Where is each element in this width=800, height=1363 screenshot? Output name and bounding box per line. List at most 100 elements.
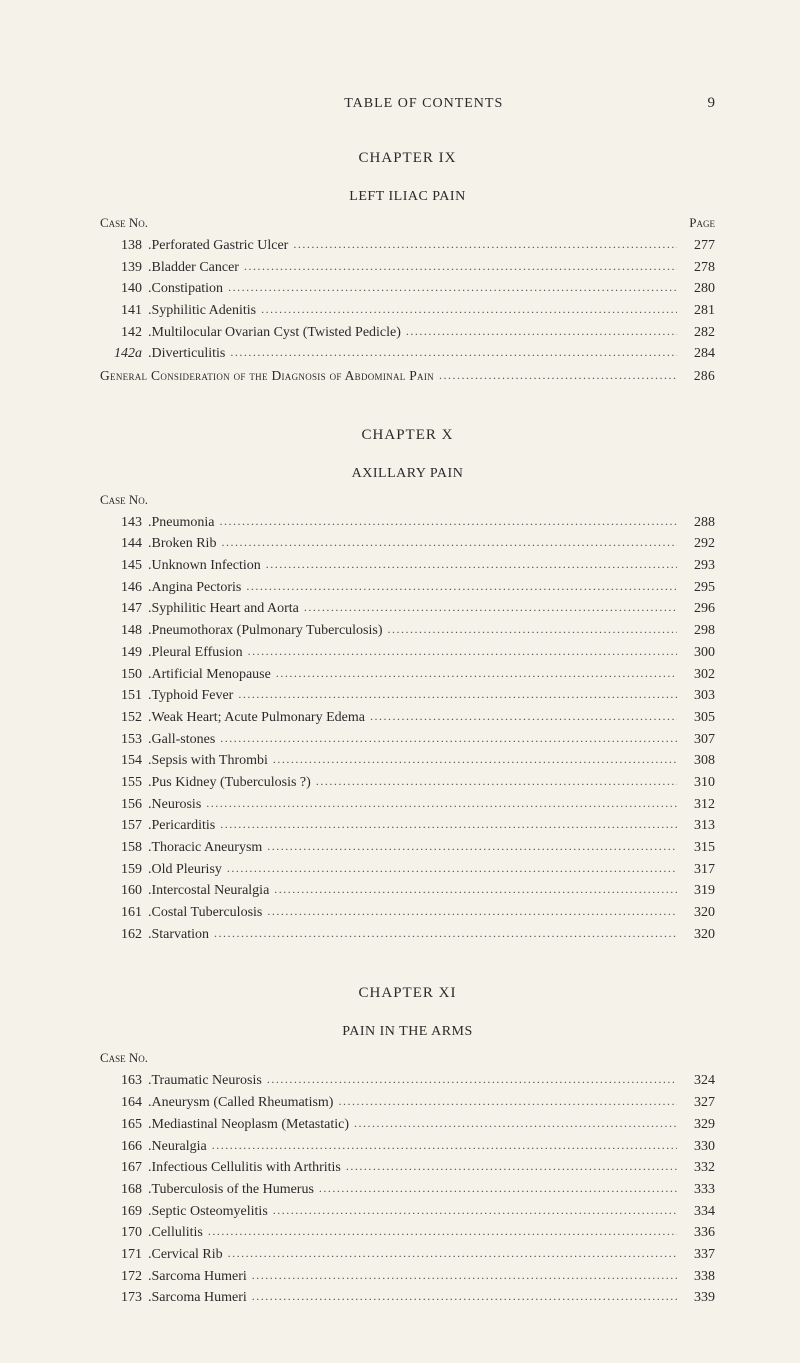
toc-entry: 173. Sarcoma Humeri.....................… — [100, 1287, 715, 1309]
leader-dots: ........................................… — [235, 685, 677, 704]
leader-dots: ........................................… — [273, 664, 677, 683]
entry-number: 156 — [100, 794, 148, 816]
entry-number: 155 — [100, 772, 148, 794]
leader-dots: ........................................… — [290, 235, 677, 254]
entry-page: 338 — [677, 1266, 715, 1288]
toc-entry: 146. Angina Pectoris....................… — [100, 577, 715, 599]
entry-title: Angina Pectoris — [152, 577, 244, 599]
leader-dots: ........................................… — [270, 1201, 677, 1220]
toc-entry: 152. Weak Heart; Acute Pulmonary Edema..… — [100, 707, 715, 729]
entry-page: 281 — [677, 300, 715, 322]
toc-entry: 165. Mediastinal Neoplasm (Metastatic)..… — [100, 1114, 715, 1136]
entry-title: Sepsis with Thrombi — [152, 750, 270, 772]
toc-entry: 145. Unknown Infection..................… — [100, 555, 715, 577]
entry-title: Intercostal Neuralgia — [152, 880, 272, 902]
toc-entry: 155. Pus Kidney (Tuberculosis ?)........… — [100, 772, 715, 794]
leader-dots: ........................................… — [436, 366, 677, 385]
entry-number: 138 — [100, 235, 148, 257]
toc-entry: 139. Bladder Cancer.....................… — [100, 257, 715, 279]
entry-number: 147 — [100, 598, 148, 620]
leader-dots: ........................................… — [203, 794, 677, 813]
leader-dots: ........................................… — [241, 257, 677, 276]
entry-page: 339 — [677, 1287, 715, 1309]
leader-dots: ........................................… — [243, 577, 677, 596]
entry-title: Unknown Infection — [152, 555, 263, 577]
leader-dots: ........................................… — [263, 555, 677, 574]
entry-title: Artificial Menopause — [152, 664, 273, 686]
entry-number: 140 — [100, 278, 148, 300]
entry-page: 310 — [677, 772, 715, 794]
leader-dots: ........................................… — [301, 598, 677, 617]
entry-title: Pneumothorax (Pulmonary Tuberculosis) — [152, 620, 385, 642]
page-number: 9 — [708, 95, 716, 112]
entry-page: 280 — [677, 278, 715, 300]
toc-entry: 156. Neurosis...........................… — [100, 794, 715, 816]
entry-number: 165 — [100, 1114, 148, 1136]
entry-number: 159 — [100, 859, 148, 881]
entry-title: Gall-stones — [152, 729, 218, 751]
toc-entry: 170. Cellulitis.........................… — [100, 1222, 715, 1244]
entry-page: 288 — [677, 512, 715, 534]
entry-page: 305 — [677, 707, 715, 729]
leader-dots: ........................................… — [343, 1157, 677, 1176]
entry-page: 312 — [677, 794, 715, 816]
entry-title: Neurosis — [152, 794, 204, 816]
entry-number: 169 — [100, 1201, 148, 1223]
entry-page: 303 — [677, 685, 715, 707]
leader-dots: ........................................… — [316, 1179, 677, 1198]
entry-number: 170 — [100, 1222, 148, 1244]
entry-number: 143 — [100, 512, 148, 534]
entry-number: 172 — [100, 1266, 148, 1288]
section-title: AXILLARY PAIN — [100, 466, 715, 482]
entry-number: 144 — [100, 533, 148, 555]
leader-dots: ........................................… — [335, 1092, 677, 1111]
entry-number: 152 — [100, 707, 148, 729]
entry-title: Pericarditis — [152, 815, 218, 837]
page-label: Page — [689, 215, 715, 231]
entry-title: Pneumonia — [152, 512, 217, 534]
toc-entry: 148. Pneumothorax (Pulmonary Tuberculosi… — [100, 620, 715, 642]
entry-title: Mediastinal Neoplasm (Metastatic) — [152, 1114, 352, 1136]
entry-number: 150 — [100, 664, 148, 686]
toc-entry: 150. Artificial Menopause...............… — [100, 664, 715, 686]
leader-dots: ........................................… — [313, 772, 677, 791]
chapter-title: CHAPTER XI — [100, 985, 715, 1002]
toc-entry: 142a. Diverticulitis....................… — [100, 343, 715, 365]
entry-number: 173 — [100, 1287, 148, 1309]
entry-page: 308 — [677, 750, 715, 772]
leader-dots: ........................................… — [385, 620, 678, 639]
toc-entry: 141. Syphilitic Adenitis................… — [100, 300, 715, 322]
entry-title: Bladder Cancer — [152, 257, 241, 279]
toc-entry: 166. Neuralgia..........................… — [100, 1136, 715, 1158]
chapter-block: CHAPTER IXLEFT ILIAC PAINCase No.Page138… — [100, 150, 715, 387]
entry-title: Diverticulitis — [152, 343, 228, 365]
toc-entry: 171. Cervical Rib.......................… — [100, 1244, 715, 1266]
leader-dots: ........................................… — [270, 750, 677, 769]
leader-dots: ........................................… — [224, 859, 677, 878]
entry-number: 148 — [100, 620, 148, 642]
entry-number: 164 — [100, 1092, 148, 1114]
entry-title: Neuralgia — [152, 1136, 209, 1158]
leader-dots: ........................................… — [403, 322, 677, 341]
leader-dots: ........................................… — [217, 729, 677, 748]
case-header: Case No. — [100, 1050, 715, 1066]
entry-number: 157 — [100, 815, 148, 837]
entry-page: 333 — [677, 1179, 715, 1201]
leader-dots: ........................................… — [227, 343, 677, 362]
toc-entry: 159. Old Pleurisy.......................… — [100, 859, 715, 881]
case-no-label: Case No. — [100, 492, 148, 508]
entry-number: 158 — [100, 837, 148, 859]
leader-dots: ........................................… — [217, 815, 677, 834]
toc-entry: 147. Syphilitic Heart and Aorta.........… — [100, 598, 715, 620]
toc-entry: 169. Septic Osteomyelitis...............… — [100, 1201, 715, 1223]
toc-entry: 162. Starvation.........................… — [100, 924, 715, 946]
entry-page: 320 — [677, 902, 715, 924]
entry-number: 151 — [100, 685, 148, 707]
entry-page: 334 — [677, 1201, 715, 1223]
leader-dots: ........................................… — [211, 924, 677, 943]
entry-page: 327 — [677, 1092, 715, 1114]
entry-title: Septic Osteomyelitis — [152, 1201, 270, 1223]
entry-title: Old Pleurisy — [152, 859, 224, 881]
toc-entry: 164. Aneurysm (Called Rheumatism).......… — [100, 1092, 715, 1114]
leader-dots: ........................................… — [209, 1136, 677, 1155]
